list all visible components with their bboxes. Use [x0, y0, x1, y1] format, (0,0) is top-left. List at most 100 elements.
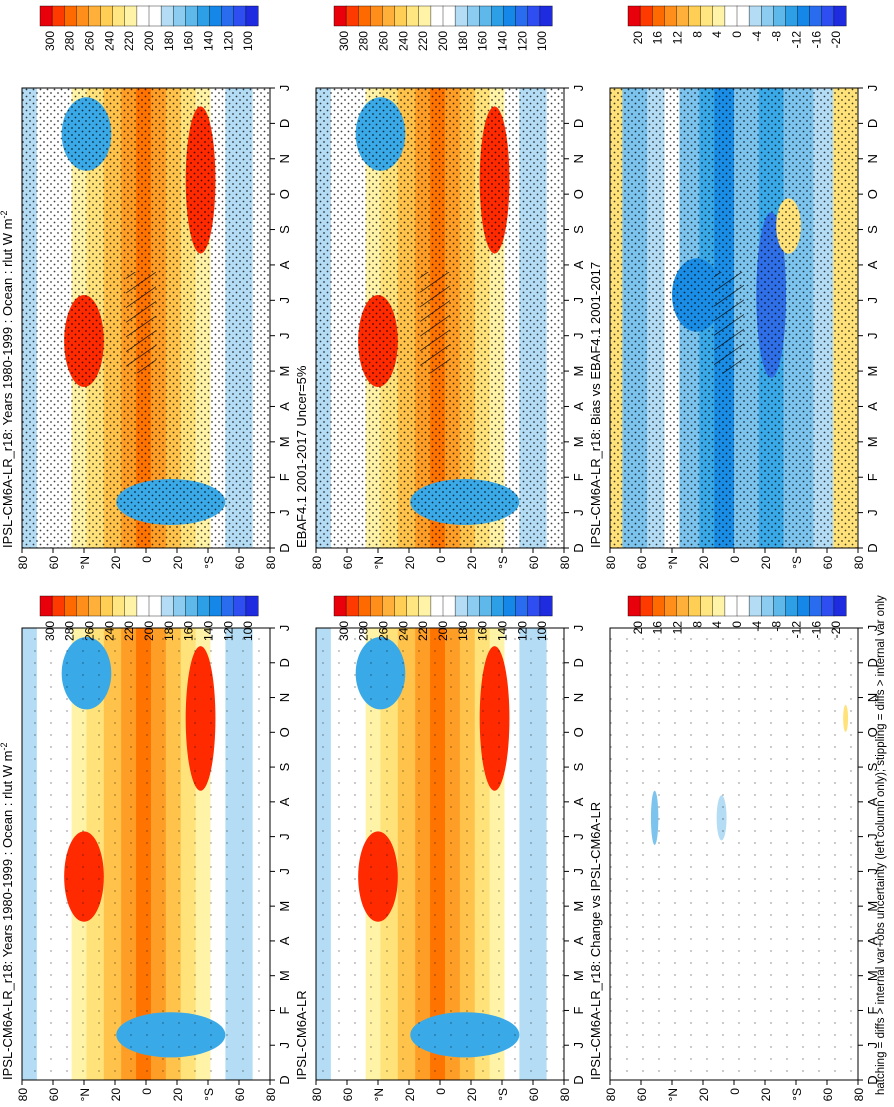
month-label: J — [571, 297, 586, 304]
colorbar-swatch — [773, 595, 786, 617]
colorbar-label: 260 — [377, 31, 391, 51]
colorbar-swatch — [124, 595, 138, 617]
month-label: D — [571, 543, 586, 552]
colorbar: 300 280 260 240 220 200 180 160 140 120 100 — [333, 595, 553, 641]
colorbar-swatch — [491, 595, 505, 617]
lat-label: 80 — [604, 556, 618, 570]
colorbar-swatch — [245, 5, 259, 27]
colorbar-label: 160 — [476, 31, 490, 51]
colorbar-swatch — [785, 5, 799, 27]
month-label: D — [571, 658, 586, 667]
colorbar-swatch — [112, 5, 126, 27]
colorbar-swatch — [358, 595, 371, 617]
colorbar-label: 4 — [710, 31, 724, 38]
colorbar-label: 120 — [221, 31, 235, 51]
colorbar-label: 12 — [671, 31, 685, 45]
colorbar-swatch — [736, 595, 750, 617]
month-label: J — [571, 85, 586, 92]
colorbar: 20 16 12 8 4 0 -4 -8 -12 -16 -20 — [627, 5, 847, 48]
month-label: J — [277, 1042, 292, 1049]
colorbar-swatch — [112, 595, 126, 617]
colorbar-swatch — [467, 5, 480, 27]
colorbar-label: 240 — [396, 31, 410, 51]
colorbar-label: 200 — [142, 31, 156, 51]
colorbar-swatch — [39, 595, 53, 617]
colorbar-swatch — [209, 5, 223, 27]
month-label: S — [277, 225, 292, 234]
colorbar-swatch — [712, 595, 726, 617]
month-label: J — [865, 833, 880, 840]
month-label: F — [277, 473, 292, 481]
colorbar-label: 200 — [436, 621, 450, 641]
month-label: M — [277, 436, 292, 447]
lat-label: 60 — [341, 556, 355, 570]
colorbar-swatch — [627, 5, 641, 27]
colorbar-swatch — [821, 5, 835, 27]
colorbar-swatch — [539, 595, 553, 617]
month-label: J — [277, 868, 292, 875]
colorbar-label: -12 — [789, 621, 803, 639]
month-label: F — [571, 473, 586, 481]
month-label: F — [865, 1006, 880, 1014]
colorbar-label: 100 — [241, 621, 255, 641]
colorbar-swatch — [221, 595, 235, 617]
colorbar-swatch — [467, 595, 480, 617]
month-label: M — [571, 366, 586, 377]
panel-title: IPSL-CM6A-LR_r18: Years 1980-1999 : Ocea… — [0, 742, 15, 1080]
colorbar-label: 300 — [337, 31, 351, 51]
month-label: S — [571, 762, 586, 771]
colorbar-swatch — [148, 5, 162, 27]
month-label: A — [277, 797, 292, 806]
month-label: A — [571, 402, 586, 411]
month-label: O — [865, 189, 880, 199]
lat-label: 20 — [697, 556, 711, 570]
colorbar-label: 260 — [83, 31, 97, 51]
footer-note: hatching = diffs > internal var+obs unce… — [875, 595, 887, 1095]
lat-label: 60 — [47, 556, 61, 570]
month-label: O — [277, 189, 292, 199]
month-label: M — [865, 366, 880, 377]
colorbar-label: 220 — [122, 31, 136, 51]
lat-label: 80 — [604, 1088, 618, 1102]
colorbar-label: 140 — [201, 31, 215, 51]
month-label: D — [277, 1075, 292, 1084]
colorbar-label: 220 — [416, 621, 430, 641]
colorbar-swatch — [676, 595, 690, 617]
colorbar-swatch — [688, 595, 702, 617]
month-label: A — [865, 797, 880, 806]
month-label: J — [277, 85, 292, 92]
colorbar-swatch — [652, 595, 665, 617]
colorbar-swatch — [454, 595, 468, 617]
lat-label: 60 — [821, 556, 835, 570]
colorbar-swatch — [233, 595, 247, 617]
colorbar-label: 120 — [515, 621, 529, 641]
colorbar-swatch — [39, 5, 53, 27]
month-label: A — [277, 936, 292, 945]
colorbar-label: 16 — [651, 31, 665, 45]
colorbar-swatch — [221, 5, 235, 27]
colorbar-swatch — [652, 5, 665, 27]
lat-label: °S — [202, 556, 216, 569]
colorbar-label: 200 — [142, 621, 156, 641]
month-label: N — [865, 693, 880, 702]
month-label: N — [277, 693, 292, 702]
lat-label: 60 — [233, 556, 247, 570]
month-label: J — [865, 85, 880, 92]
month-label: S — [571, 225, 586, 234]
lat-label: 60 — [47, 1088, 61, 1102]
month-label: A — [865, 402, 880, 411]
colorbar-swatch — [515, 5, 529, 27]
month-label: D — [277, 543, 292, 552]
panel-title: IPSL-CM6A-LR_r18: Years 1980-1999 : Ocea… — [0, 210, 15, 548]
colorbar: 300 280 260 240 220 200 180 160 140 120 100 — [333, 5, 553, 51]
lat-label: 80 — [310, 1088, 324, 1102]
colorbar-swatch — [454, 5, 468, 27]
colorbar-swatch — [345, 595, 359, 617]
colorbar-swatch — [358, 5, 371, 27]
colorbar-swatch — [88, 5, 102, 27]
